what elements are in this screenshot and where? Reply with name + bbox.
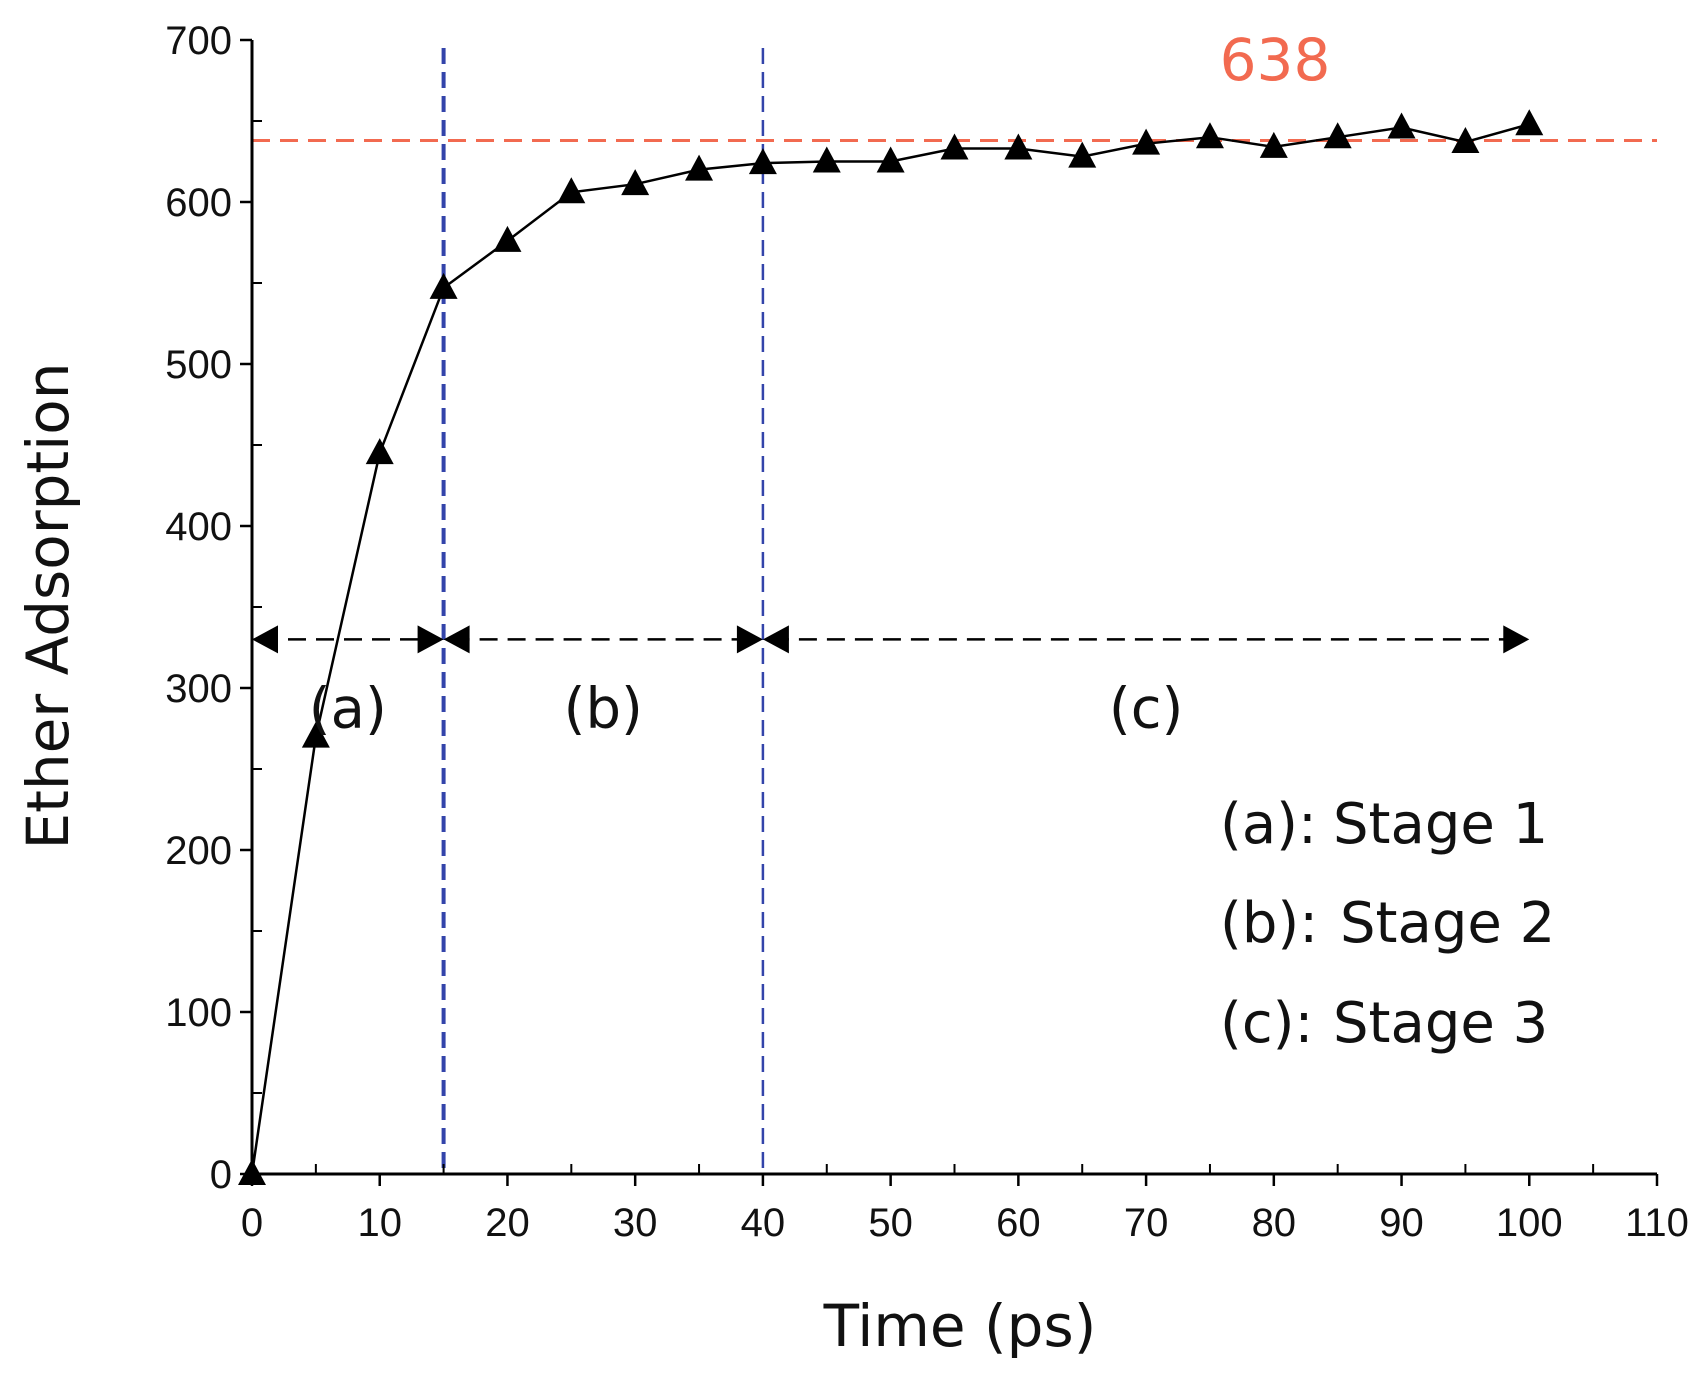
x-tick-label: 40 — [741, 1201, 786, 1245]
data-point — [1068, 141, 1097, 168]
data-point — [1195, 122, 1224, 149]
data-point — [429, 272, 458, 299]
x-tick-label: 30 — [613, 1201, 658, 1245]
data-point — [301, 721, 330, 748]
legend-key: (b): — [1220, 891, 1318, 956]
stage-arrow-c: (c) — [762, 625, 1530, 741]
legend-text: Stage 1 — [1333, 792, 1548, 857]
data-point — [493, 225, 522, 252]
data-point — [365, 438, 394, 465]
legend-key: (a): — [1220, 792, 1317, 857]
y-tick-label: 300 — [165, 667, 232, 711]
x-tick-label: 70 — [1124, 1201, 1169, 1245]
x-tick-label: 90 — [1379, 1201, 1424, 1245]
stage-arrow-a: (a) — [252, 625, 444, 741]
data-point — [876, 146, 905, 173]
y-tick-label: 100 — [165, 991, 232, 1035]
legend-entry-stage-1: (a): Stage 1 — [1220, 792, 1548, 857]
data-point — [940, 133, 969, 160]
stage-label: (b) — [564, 676, 643, 741]
legend-text: Stage 3 — [1333, 991, 1548, 1056]
legend-text: Stage 2 — [1340, 891, 1555, 956]
data-point — [1387, 112, 1416, 139]
stage-arrow-head-right — [417, 625, 444, 654]
data-point — [748, 148, 777, 175]
stage-arrow-head-right — [1503, 625, 1530, 654]
data-point — [685, 154, 714, 181]
y-tick-label: 700 — [165, 19, 232, 63]
x-tick-label: 110 — [1625, 1201, 1689, 1245]
y-axis-title: Ether Adsorption — [14, 362, 82, 849]
legend-key: (c): — [1220, 991, 1313, 1056]
reference-label: 638 — [1220, 26, 1331, 94]
y-tick-label: 500 — [165, 343, 232, 387]
legend-entry-stage-3: (c): Stage 3 — [1220, 991, 1548, 1056]
x-tick-label: 0 — [241, 1201, 263, 1245]
y-tick-label: 400 — [165, 505, 232, 549]
data-point — [1323, 122, 1352, 149]
stage-arrow-head-left — [443, 625, 470, 654]
x-tick-label: 60 — [996, 1201, 1041, 1245]
y-tick-label: 200 — [165, 829, 232, 873]
x-tick-label: 20 — [485, 1201, 530, 1245]
data-point — [1132, 128, 1161, 155]
stage-label: (c) — [1109, 676, 1183, 741]
x-tick-label: 80 — [1252, 1201, 1297, 1245]
data-point — [557, 177, 586, 204]
data-point — [812, 146, 841, 173]
stage-arrow-b: (b) — [443, 625, 763, 741]
data-point — [1515, 109, 1544, 136]
stage-label: (a) — [309, 676, 387, 741]
x-axis-title: Time (ps) — [823, 1292, 1097, 1360]
x-tick-label: 10 — [357, 1201, 402, 1245]
data-point — [621, 169, 650, 196]
y-tick-label: 600 — [165, 181, 232, 225]
legend: (a): Stage 1 (b): Stage 2 (c): Stage 3 — [1220, 792, 1555, 1056]
x-tick-label: 50 — [868, 1201, 913, 1245]
y-tick-label: 0 — [210, 1153, 232, 1197]
stage-arrow-head-left — [252, 625, 278, 654]
data-point — [1451, 127, 1480, 154]
stage-arrow-head-right — [736, 625, 763, 654]
stage-arrow-head-left — [762, 625, 789, 654]
data-point — [1004, 133, 1033, 160]
x-tick-label: 100 — [1496, 1201, 1563, 1245]
legend-entry-stage-2: (b): Stage 2 — [1220, 891, 1555, 956]
data-point — [1259, 131, 1288, 158]
